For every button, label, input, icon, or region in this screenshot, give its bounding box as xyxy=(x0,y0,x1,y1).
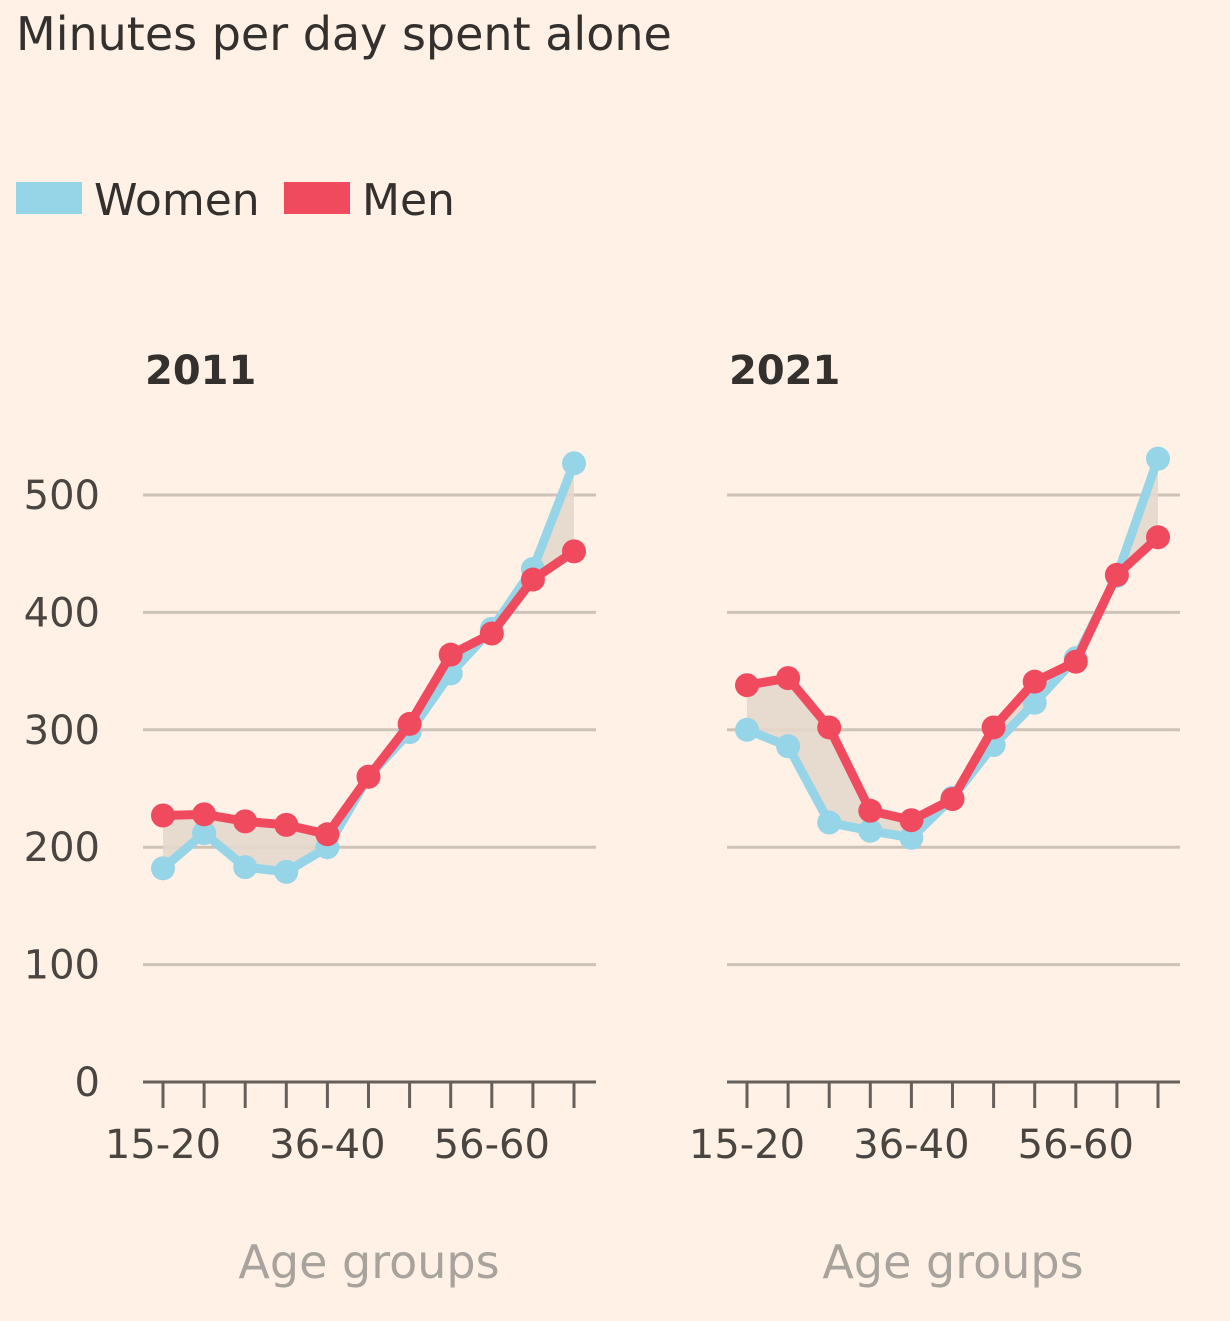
x-tick-label: 36-40 xyxy=(269,1122,385,1168)
y-tick-label: 100 xyxy=(24,943,100,989)
data-point-women xyxy=(858,818,883,843)
series-line-women xyxy=(158,458,579,877)
data-point-men xyxy=(1063,649,1088,674)
x-tick-label: 36-40 xyxy=(853,1122,969,1168)
data-point-men xyxy=(817,715,842,740)
data-point-men xyxy=(356,764,381,789)
data-point-men xyxy=(735,673,759,698)
data-point-men xyxy=(899,808,924,833)
data-point-women xyxy=(1146,446,1170,471)
data-point-women xyxy=(233,855,258,880)
data-point-men xyxy=(776,666,801,691)
data-point-women xyxy=(192,821,217,846)
data-point-men xyxy=(192,802,217,827)
data-point-men xyxy=(562,539,586,564)
legend-swatch-men xyxy=(284,182,350,214)
data-point-women xyxy=(274,859,299,884)
x-axis-label: Age groups xyxy=(238,1235,499,1289)
data-point-men xyxy=(479,621,504,646)
y-tick-label: 500 xyxy=(24,473,100,519)
data-point-men xyxy=(1022,669,1047,694)
x-tick-label: 56-60 xyxy=(1018,1122,1134,1168)
y-tick-label: 300 xyxy=(24,708,100,754)
x-axis-label: Age groups xyxy=(822,1235,1083,1289)
panel-title: 2021 xyxy=(729,348,840,394)
data-point-men xyxy=(858,798,883,823)
data-point-women xyxy=(817,810,842,835)
data-point-women xyxy=(899,825,924,850)
legend: Women Men xyxy=(16,175,455,226)
data-point-men xyxy=(1104,562,1129,587)
data-point-men xyxy=(397,711,422,736)
legend-swatch-women xyxy=(16,182,82,214)
data-point-women xyxy=(562,451,586,476)
data-point-men xyxy=(940,787,965,812)
data-point-women xyxy=(735,717,759,742)
panel-2011: 2011 0 100 200 300 400 500 15-20 36-40 56-60 Age g… xyxy=(24,348,596,1289)
panel-2021: 2021 15-20 36-40 56-60 Age groups xyxy=(689,348,1180,1289)
y-tick-label: 400 xyxy=(24,590,100,636)
gap-area xyxy=(163,463,574,872)
data-point-men xyxy=(274,812,299,837)
data-point-women xyxy=(776,734,801,759)
chart-title: Minutes per day spent alone xyxy=(16,7,672,61)
y-tick-label: 0 xyxy=(75,1060,100,1106)
x-tick-label: 15-20 xyxy=(689,1122,805,1168)
x-tick-label: 15-20 xyxy=(105,1122,221,1168)
data-point-men xyxy=(981,715,1006,740)
y-tick-label: 200 xyxy=(24,825,100,871)
x-tick-label: 56-60 xyxy=(434,1122,550,1168)
panel-title: 2011 xyxy=(145,348,256,394)
legend-label-men: Men xyxy=(362,175,455,226)
data-point-men xyxy=(151,803,175,828)
data-point-men xyxy=(233,809,258,834)
series-line-women xyxy=(742,454,1163,843)
data-point-men xyxy=(520,567,545,592)
data-point-men xyxy=(1146,525,1170,550)
data-point-men xyxy=(315,822,340,847)
data-point-men xyxy=(438,642,463,667)
legend-label-women: Women xyxy=(94,175,260,226)
data-point-women xyxy=(151,856,175,881)
data-point-women xyxy=(1022,690,1047,715)
